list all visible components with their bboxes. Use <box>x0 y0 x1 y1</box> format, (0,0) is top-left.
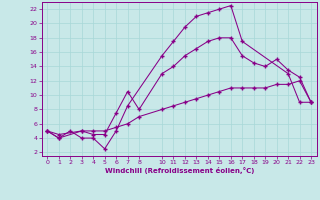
X-axis label: Windchill (Refroidissement éolien,°C): Windchill (Refroidissement éolien,°C) <box>105 167 254 174</box>
